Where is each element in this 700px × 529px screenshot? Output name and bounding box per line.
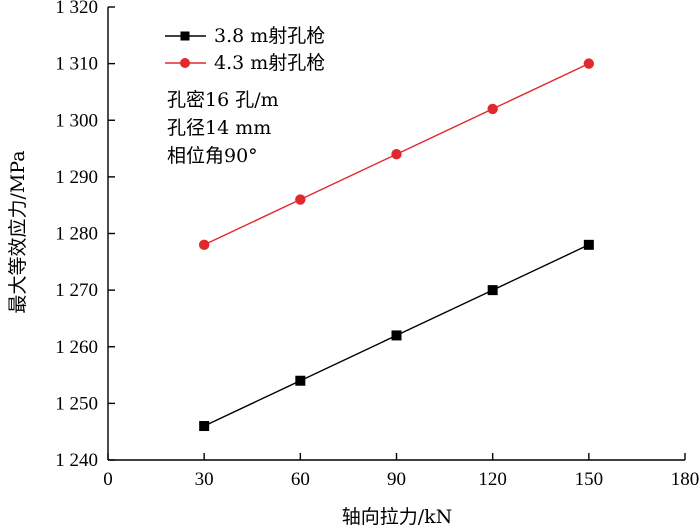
annotation-hole-density: 孔密16 孔/m (167, 89, 279, 111)
y-tick-label: 1 250 (55, 393, 98, 414)
y-tick-label: 1 320 (55, 0, 98, 18)
data-point (391, 330, 402, 341)
x-tick-label: 60 (291, 469, 310, 490)
annotation-phase-angle: 相位角90° (167, 145, 258, 167)
data-point (583, 58, 595, 69)
y-tick-label: 1 310 (55, 54, 98, 75)
data-point (487, 285, 498, 296)
x-tick-label: 30 (195, 469, 214, 490)
y-axis-title: 最大等效应力/MPa (7, 150, 29, 313)
data-point (295, 375, 306, 386)
x-tick-label: 90 (387, 469, 406, 490)
y-tick-label: 1 290 (55, 167, 98, 188)
data-point (198, 239, 210, 251)
legend-label-series-2: 4.3 m射孔枪 (214, 52, 325, 74)
data-point (199, 421, 210, 432)
y-tick-label: 1 300 (55, 110, 98, 131)
x-tick-label: 120 (478, 469, 507, 490)
axes: 0 30 60 90 120 150 180 1 240 1 250 1 260 1 270 1 28… (55, 0, 699, 490)
data-point (487, 103, 498, 115)
x-tick-label: 180 (671, 469, 700, 490)
y-tick-label: 1 280 (55, 224, 98, 245)
x-tick-label: 150 (575, 469, 604, 490)
x-tick-label: 0 (103, 469, 113, 490)
series-1 (199, 239, 594, 432)
series-2 (198, 58, 595, 251)
legend-marker-series-2 (180, 58, 190, 68)
annotation-block: 孔密16 孔/m 孔径14 mm 相位角90° (167, 89, 279, 167)
y-tick-label: 1 240 (55, 450, 98, 471)
data-point (583, 239, 594, 250)
annotation-hole-diameter: 孔径14 mm (167, 117, 271, 139)
series-layer (198, 58, 595, 432)
data-point (295, 194, 306, 205)
y-tick-label: 1 260 (55, 337, 98, 358)
y-tick-label: 1 270 (55, 280, 98, 301)
data-point (391, 149, 402, 160)
legend-label-series-1: 3.8 m射孔枪 (214, 25, 325, 47)
x-axis-title: 轴向拉力/kN (342, 506, 453, 528)
legend-marker-series-1 (180, 31, 190, 41)
legend: 3.8 m射孔枪 4.3 m射孔枪 (165, 25, 325, 74)
